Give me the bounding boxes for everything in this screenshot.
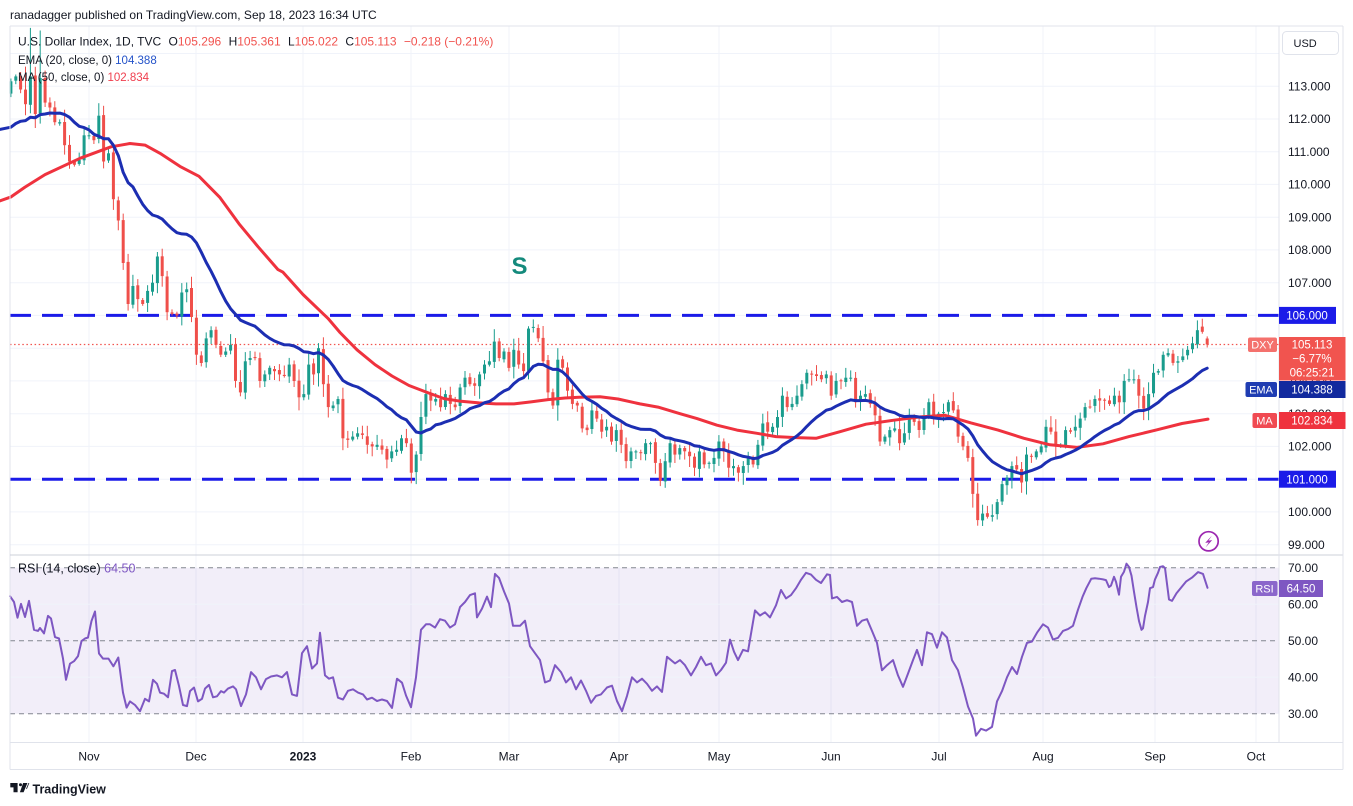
svg-text:104.388: 104.388 [1291, 385, 1333, 397]
svg-text:S: S [511, 253, 527, 280]
svg-text:ranadagger published on Tradin: ranadagger published on TradingView.com,… [10, 8, 377, 22]
svg-text:105.113: 105.113 [1292, 340, 1333, 352]
svg-text:Nov: Nov [78, 750, 99, 764]
svg-text:99.000: 99.000 [1288, 538, 1325, 552]
svg-text:101.000: 101.000 [1286, 474, 1328, 486]
svg-text:EMA (20, close, 0) 104.388: EMA (20, close, 0) 104.388 [18, 55, 157, 67]
svg-text:111.000: 111.000 [1288, 145, 1330, 159]
svg-text:60.00: 60.00 [1288, 597, 1318, 611]
svg-text:Feb: Feb [401, 750, 422, 764]
svg-text:70.00: 70.00 [1288, 561, 1318, 575]
svg-text:110.000: 110.000 [1288, 178, 1331, 192]
svg-text:USD: USD [1294, 38, 1317, 50]
svg-text:RSI: RSI [1255, 583, 1273, 595]
svg-text:May: May [708, 750, 731, 764]
svg-text:100.000: 100.000 [1288, 505, 1332, 519]
svg-text:108.000: 108.000 [1288, 243, 1332, 257]
svg-text:2023: 2023 [290, 750, 317, 764]
svg-text:MA (50, close, 0) 102.834: MA (50, close, 0) 102.834 [18, 72, 150, 84]
svg-text:Mar: Mar [499, 750, 520, 764]
svg-text:Dec: Dec [185, 750, 206, 764]
svg-text:64.50: 64.50 [1287, 584, 1316, 596]
svg-text:102.834: 102.834 [1291, 416, 1333, 428]
svg-text:−6.77%: −6.77% [1292, 354, 1331, 366]
svg-text:Jun: Jun [821, 750, 840, 764]
svg-text:106.000: 106.000 [1286, 311, 1328, 323]
svg-text:MA: MA [1256, 415, 1273, 427]
svg-text:Apr: Apr [610, 750, 629, 764]
svg-text:RSI (14, close) 64.50: RSI (14, close) 64.50 [18, 562, 135, 576]
svg-text:Sep: Sep [1144, 750, 1166, 764]
svg-text:Jul: Jul [931, 750, 946, 764]
svg-text:112.000: 112.000 [1288, 112, 1331, 126]
svg-text:EMA: EMA [1249, 384, 1274, 396]
svg-text:30.00: 30.00 [1288, 707, 1318, 721]
svg-text:50.00: 50.00 [1288, 634, 1318, 648]
svg-text:DXY: DXY [1251, 340, 1274, 352]
svg-text:Oct: Oct [1247, 750, 1266, 764]
svg-text:06:25:21: 06:25:21 [1290, 368, 1335, 380]
svg-text:102.000: 102.000 [1288, 440, 1332, 454]
svg-text:Aug: Aug [1032, 750, 1053, 764]
svg-text:U.S. Dollar Index, 1D, TVC O10: U.S. Dollar Index, 1D, TVC O105.296 H105… [18, 35, 493, 49]
svg-text:107.000: 107.000 [1288, 276, 1332, 290]
svg-text:TradingView: TradingView [33, 782, 107, 796]
svg-text:40.00: 40.00 [1288, 671, 1318, 685]
svg-text:113.000: 113.000 [1288, 79, 1331, 93]
svg-text:109.000: 109.000 [1288, 210, 1332, 224]
